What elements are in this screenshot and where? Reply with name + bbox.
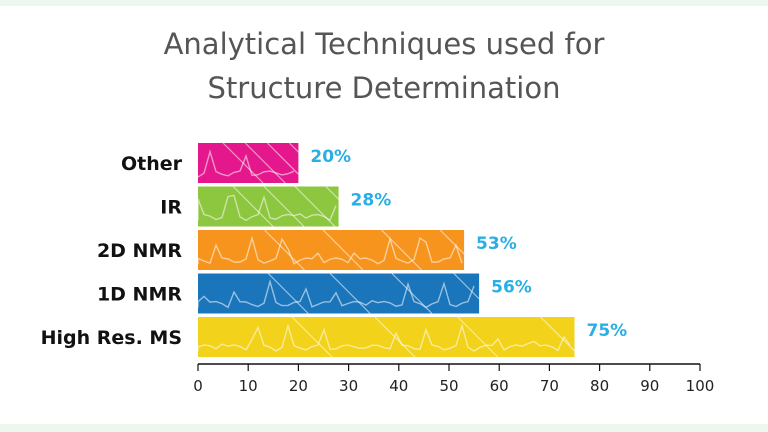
- bar-texture-1d-nmr: [198, 273, 480, 314]
- bar-group-1d-nmr: 1D NMR 56%: [97, 273, 532, 314]
- bar-ir: [198, 186, 339, 227]
- bars-group: Other 20% IR 28% 2D NMR 53% 1D NMR 56% High Res.…: [41, 143, 628, 357]
- value-label-high-res-ms: 75%: [587, 321, 628, 341]
- category-label-high-res-ms: High Res. MS: [41, 327, 182, 349]
- x-tick-label-60: 60: [490, 377, 509, 395]
- bar-1d-nmr: [198, 273, 480, 314]
- x-tick-label-70: 70: [540, 377, 559, 395]
- x-tick-label-10: 10: [239, 377, 258, 395]
- x-tick-label-0: 0: [193, 377, 203, 395]
- bar-texture-other: [198, 143, 299, 183]
- category-label-other: Other: [121, 153, 183, 175]
- bar-2d-nmr: [198, 230, 465, 270]
- x-tick-label-40: 40: [389, 377, 408, 395]
- bar-texture-2d-nmr: [198, 230, 465, 270]
- value-label-other: 20%: [310, 147, 351, 167]
- x-tick-label-30: 30: [339, 377, 358, 395]
- bar-group-ir: IR 28%: [160, 186, 392, 227]
- category-label-2d-nmr: 2D NMR: [97, 240, 182, 262]
- x-tick-label-100: 100: [686, 377, 715, 395]
- value-label-1d-nmr: 56%: [491, 278, 532, 298]
- x-axis: 0 10 20 30 40 50 60 70 80 90 100: [193, 363, 715, 395]
- value-label-ir: 28%: [351, 191, 392, 211]
- x-tick-label-20: 20: [289, 377, 308, 395]
- bar-group-other: Other 20%: [121, 143, 351, 183]
- bar-group-2d-nmr: 2D NMR 53%: [97, 230, 517, 270]
- x-tick-label-50: 50: [439, 377, 458, 395]
- value-label-2d-nmr: 53%: [476, 234, 517, 254]
- bar-texture-high-res-ms: [198, 317, 575, 357]
- chart-title-line-1: Analytical Techniques used for: [163, 27, 605, 61]
- bar-texture-ir: [198, 186, 339, 227]
- x-tick-label-80: 80: [590, 377, 609, 395]
- bar-high-res-ms: [198, 317, 575, 357]
- category-label-ir: IR: [160, 197, 182, 219]
- bar-group-high-res-ms: High Res. MS 75%: [41, 317, 628, 357]
- x-tick-label-90: 90: [640, 377, 659, 395]
- category-label-1d-nmr: 1D NMR: [97, 284, 182, 306]
- chart-title: Analytical Techniques used for Structure…: [0, 22, 768, 110]
- chart-title-line-2: Structure Determination: [207, 71, 561, 105]
